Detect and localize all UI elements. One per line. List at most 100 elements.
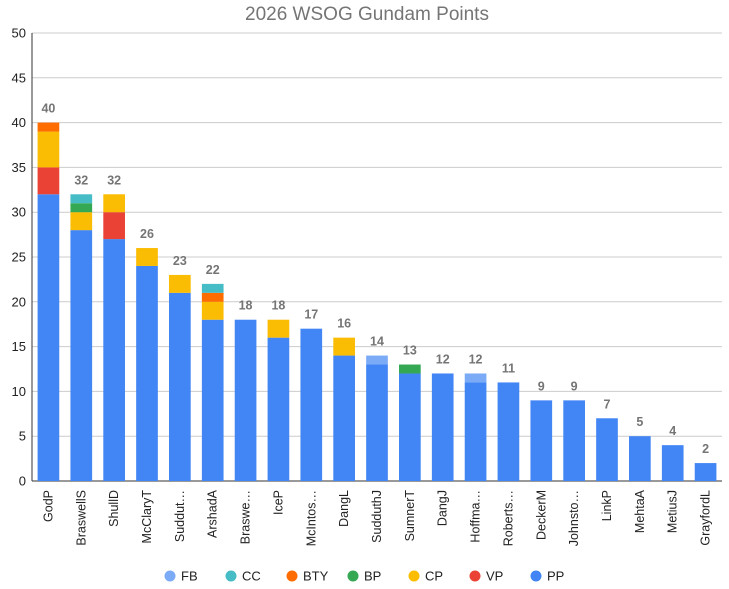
x-tick-label: MetiusJ — [666, 490, 680, 533]
bar-segment-pp-6 — [234, 319, 257, 481]
x-tick-label: GodP — [41, 490, 55, 522]
y-tick-label: 0 — [19, 474, 26, 489]
legend-label: BP — [364, 569, 381, 584]
legend-item-bp: BP — [347, 569, 381, 584]
legend-item-vp: VP — [469, 569, 503, 584]
bar-segment-pp-16 — [563, 400, 585, 481]
x-tick-label: DeckerM — [534, 490, 548, 540]
bar-segment-pp-15 — [530, 400, 553, 481]
bar-segment-cp-4 — [169, 274, 191, 293]
x-tick-label: Braswe… — [239, 490, 253, 544]
bar-segment-cp-2 — [103, 194, 125, 213]
total-label: 32 — [107, 173, 121, 187]
bar-segment-pp-3 — [136, 265, 158, 481]
total-label: 12 — [469, 352, 483, 366]
legend-label: CC — [242, 569, 261, 584]
total-label: 17 — [304, 308, 318, 322]
bar-segment-cp-3 — [136, 248, 158, 266]
total-labels: 40 32 32 26 23 22 18 18 17 16 14 13 12 12 11 9 9 7 5 4 2 — [41, 102, 709, 456]
bar-segment-pp-1 — [70, 230, 93, 481]
legend-label: VP — [486, 569, 503, 584]
bar-segment-pp-4 — [169, 292, 191, 481]
x-axis-ticks: GodP BraswellS ShullD McClaryT Suddut… Arshad… — [41, 489, 712, 546]
legend-swatch — [408, 570, 420, 582]
legend-swatch — [225, 570, 237, 582]
x-tick-label: MehtaA — [633, 489, 647, 533]
bar-segment-pp-7 — [267, 337, 290, 481]
bar-segment-pp-13 — [464, 382, 487, 481]
x-tick-label: LinkP — [600, 490, 614, 521]
legend-label: CP — [425, 569, 443, 584]
bar-segment-vp-0 — [37, 167, 60, 195]
x-tick-label: ArshadA — [206, 489, 220, 538]
bar-segment-pp-10 — [366, 364, 388, 481]
bar-segment-cp-5 — [201, 301, 224, 320]
bar-segment-cp-9 — [333, 337, 355, 356]
bar-segment-bty-0 — [37, 122, 60, 132]
bar-segment-cp-7 — [267, 319, 290, 338]
legend-item-bty: BTY — [286, 569, 329, 584]
legend-item-cc: CC — [225, 569, 261, 584]
y-tick-label: 20 — [12, 294, 26, 309]
bars — [37, 122, 717, 481]
total-label: 4 — [669, 424, 676, 438]
bar-segment-pp-20 — [694, 463, 717, 481]
y-tick-label: 50 — [12, 26, 26, 41]
bar-segment-pp-19 — [661, 445, 684, 481]
legend-swatch — [347, 570, 359, 582]
total-label: 11 — [502, 361, 515, 375]
x-tick-label: DangJ — [436, 490, 450, 526]
y-tick-label: 25 — [12, 250, 26, 265]
legend-label: BTY — [303, 569, 329, 584]
x-tick-label: Roberts… — [501, 490, 515, 546]
legend-label: PP — [547, 569, 564, 584]
bar-segment-cp-0 — [37, 131, 60, 168]
total-label: 12 — [436, 352, 450, 366]
y-tick-label: 30 — [12, 205, 26, 220]
x-tick-label: McClaryT — [140, 490, 154, 544]
x-tick-label: Johnsto… — [567, 490, 581, 546]
total-label: 23 — [173, 254, 187, 268]
y-tick-label: 40 — [12, 115, 26, 130]
total-label: 7 — [604, 397, 611, 411]
total-label: 40 — [41, 102, 55, 116]
bar-segment-bty-5 — [201, 292, 224, 302]
bar-segment-pp-5 — [201, 319, 224, 481]
total-label: 16 — [337, 317, 351, 331]
total-label: 26 — [140, 227, 154, 241]
x-tick-label: GrayfordL — [699, 490, 713, 546]
bar-segment-pp-8 — [300, 328, 323, 481]
y-tick-label: 45 — [12, 70, 26, 85]
legend-item-pp: PP — [530, 569, 564, 584]
legend-item-cp: CP — [408, 569, 443, 584]
x-tick-label: DangL — [337, 490, 351, 527]
legend-item-fb: FB — [164, 569, 198, 584]
total-label: 9 — [538, 379, 545, 393]
bar-segment-bp-11 — [399, 364, 421, 374]
bar-segment-pp-17 — [596, 418, 618, 481]
x-tick-label: Hoffma… — [469, 490, 483, 543]
x-tick-label: ShullD — [107, 490, 121, 527]
x-tick-label: SumnerT — [403, 490, 417, 542]
bar-segment-pp-11 — [399, 373, 421, 481]
x-tick-label: BraswellS — [74, 490, 88, 546]
total-label: 13 — [403, 344, 417, 358]
total-label: 9 — [571, 379, 578, 393]
total-label: 2 — [702, 442, 709, 456]
legend-swatch — [164, 570, 176, 582]
bar-segment-pp-9 — [333, 355, 355, 481]
total-label: 32 — [74, 173, 88, 187]
bar-segment-cc-5 — [201, 283, 224, 293]
bar-segment-vp-2 — [103, 212, 125, 240]
legend-swatch — [469, 570, 481, 582]
legend: FB CC BTY BP CP VP PP — [164, 569, 564, 584]
y-tick-label: 35 — [12, 160, 26, 175]
total-label: 5 — [636, 415, 643, 429]
y-tick-label: 10 — [12, 384, 26, 399]
bar-segment-pp-14 — [497, 382, 520, 481]
bar-segment-pp-0 — [37, 194, 60, 481]
bar-segment-cp-1 — [70, 212, 93, 231]
total-label: 22 — [206, 263, 220, 277]
bar-segment-fb-13 — [464, 373, 487, 383]
